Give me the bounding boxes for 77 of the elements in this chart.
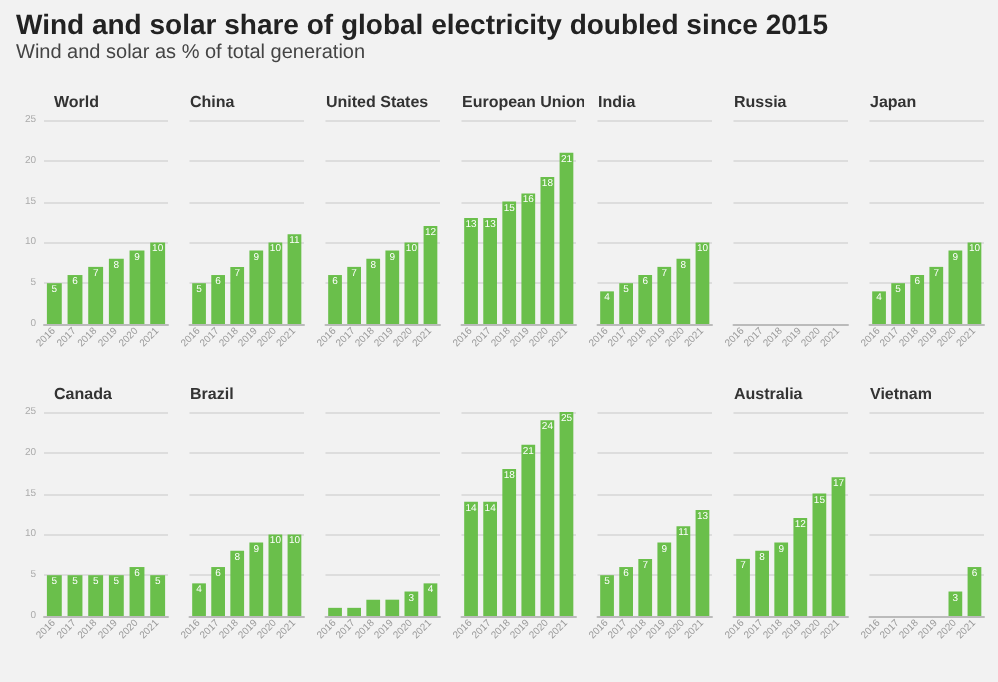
- chart-title: China: [190, 93, 236, 111]
- bar: [676, 526, 691, 616]
- bar: [366, 599, 381, 616]
- bar: [676, 258, 691, 324]
- bar: [872, 291, 886, 324]
- text: Wind and solar as % of total generation: [16, 42, 368, 64]
- bar: [347, 607, 361, 616]
- bar: [211, 567, 225, 616]
- bar: [192, 283, 206, 324]
- bar: [638, 558, 653, 616]
- bar: [385, 599, 400, 616]
- bar: [559, 412, 574, 616]
- bar: [755, 550, 769, 616]
- chart-title: Canada: [54, 385, 113, 403]
- bar: [891, 283, 905, 324]
- bar: [695, 509, 710, 616]
- chart-title: Vietnam: [870, 385, 932, 403]
- bar: [657, 542, 672, 616]
- bar: [230, 550, 245, 616]
- bar: [483, 501, 497, 616]
- bar: [108, 258, 124, 324]
- bar: [249, 542, 264, 616]
- bar: [230, 266, 245, 324]
- chart-title: World: [54, 93, 100, 111]
- bar: [192, 583, 206, 616]
- bar: [385, 250, 400, 324]
- bar: [502, 469, 517, 616]
- bar: [910, 275, 925, 324]
- bar: [831, 477, 846, 616]
- bar: [774, 542, 789, 616]
- chart-title: European Union: [462, 93, 586, 111]
- bar: [328, 607, 342, 616]
- bar: [540, 177, 555, 324]
- bar: [287, 234, 302, 324]
- bar: [619, 567, 633, 616]
- bar: [268, 534, 283, 616]
- bar: [619, 283, 633, 324]
- bar: [521, 444, 536, 616]
- bar: [736, 558, 750, 616]
- bar: [483, 217, 497, 324]
- bar: [347, 266, 361, 324]
- bar: [46, 283, 62, 324]
- bar: [464, 217, 478, 324]
- bar: [423, 226, 438, 324]
- bar: [540, 420, 555, 616]
- bar: [695, 242, 710, 324]
- bar: [404, 242, 419, 324]
- bar: [600, 575, 614, 616]
- text: Wind and solar share of global electricity doubled since 2015: [16, 8, 828, 40]
- bar: [502, 201, 517, 324]
- bar: [287, 534, 302, 616]
- bar: [88, 266, 104, 324]
- bar: [793, 518, 808, 616]
- bar: [657, 266, 672, 324]
- bar: [948, 250, 963, 324]
- bar: [600, 291, 614, 324]
- bar: [464, 501, 478, 616]
- bar: [638, 275, 653, 324]
- chart-title: Russia: [734, 93, 788, 111]
- bar: [211, 275, 225, 324]
- chart-title: United States: [326, 93, 430, 111]
- bar: [150, 242, 166, 324]
- bar: [366, 258, 381, 324]
- chart-title: Brazil: [190, 385, 234, 403]
- bar: [249, 250, 264, 324]
- chart-title: Australia: [734, 385, 804, 403]
- bar: [328, 275, 342, 324]
- chart-title: India: [598, 93, 637, 111]
- bar: [929, 266, 944, 324]
- bar: [129, 250, 145, 324]
- bar: [812, 493, 827, 616]
- bar: [268, 242, 283, 324]
- bar: [967, 242, 982, 324]
- bar: [559, 152, 574, 324]
- bar: [67, 275, 83, 324]
- bar: [521, 193, 536, 324]
- chart-title: Japan: [870, 93, 917, 111]
